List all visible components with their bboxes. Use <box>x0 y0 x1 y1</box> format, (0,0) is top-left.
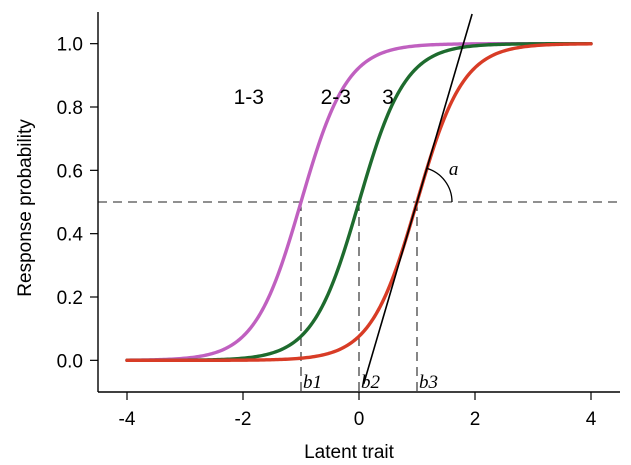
series-curves <box>125 41 593 363</box>
x-tick-label: 4 <box>586 409 597 430</box>
slope-annotation: a <box>362 13 473 385</box>
slope-label: a <box>449 159 459 180</box>
threshold-label: b3 <box>419 372 438 393</box>
y-tick-label: 1.0 <box>57 35 83 56</box>
angle-arc <box>426 167 453 203</box>
series-label: 1-3 <box>234 86 264 109</box>
axes: -4 -2 0 2 4 0.0 0.2 0.4 0.6 0.8 1.0 Latent trait Res… <box>15 12 620 463</box>
series-label: 3 <box>382 86 394 109</box>
tangent-line <box>362 13 473 385</box>
threshold-label: b2 <box>361 372 381 393</box>
y-tick-label: 0.4 <box>57 225 84 246</box>
x-tick-label: -2 <box>235 409 252 430</box>
x-tick-label: 0 <box>354 409 365 430</box>
y-tick-label: 0.2 <box>57 288 83 309</box>
series-curve <box>125 42 593 363</box>
y-axis-title: Response probability <box>15 119 36 297</box>
series-label: 2-3 <box>321 86 351 109</box>
reference-lines <box>98 201 620 392</box>
x-tick-label: -4 <box>119 409 136 430</box>
y-tick-label: 0.6 <box>57 161 83 182</box>
x-axis-title: Latent trait <box>304 442 394 463</box>
threshold-label: b1 <box>303 372 322 393</box>
y-tick-label: 0.8 <box>57 98 83 119</box>
y-tick-label: 0.0 <box>57 351 83 372</box>
x-tick-label: 2 <box>470 409 481 430</box>
annotations: b1 b2 b3 1-3 2-3 3 <box>234 86 438 393</box>
